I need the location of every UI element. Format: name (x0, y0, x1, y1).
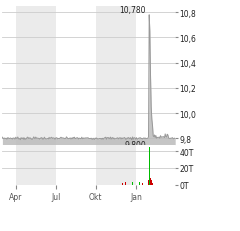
Bar (132, 182, 133, 185)
Bar (152, 183, 153, 185)
Bar (96, 145, 136, 185)
Bar (122, 183, 123, 185)
Bar (16, 7, 56, 145)
Bar (145, 183, 146, 185)
Bar (148, 180, 149, 185)
Bar (151, 182, 152, 185)
Bar (129, 183, 130, 185)
Bar (149, 147, 150, 185)
Bar (96, 7, 136, 145)
Text: 10,780: 10,780 (119, 6, 146, 15)
Bar (142, 183, 143, 185)
Bar (150, 178, 151, 185)
Text: 9,800: 9,800 (124, 140, 146, 149)
Bar (16, 145, 56, 185)
